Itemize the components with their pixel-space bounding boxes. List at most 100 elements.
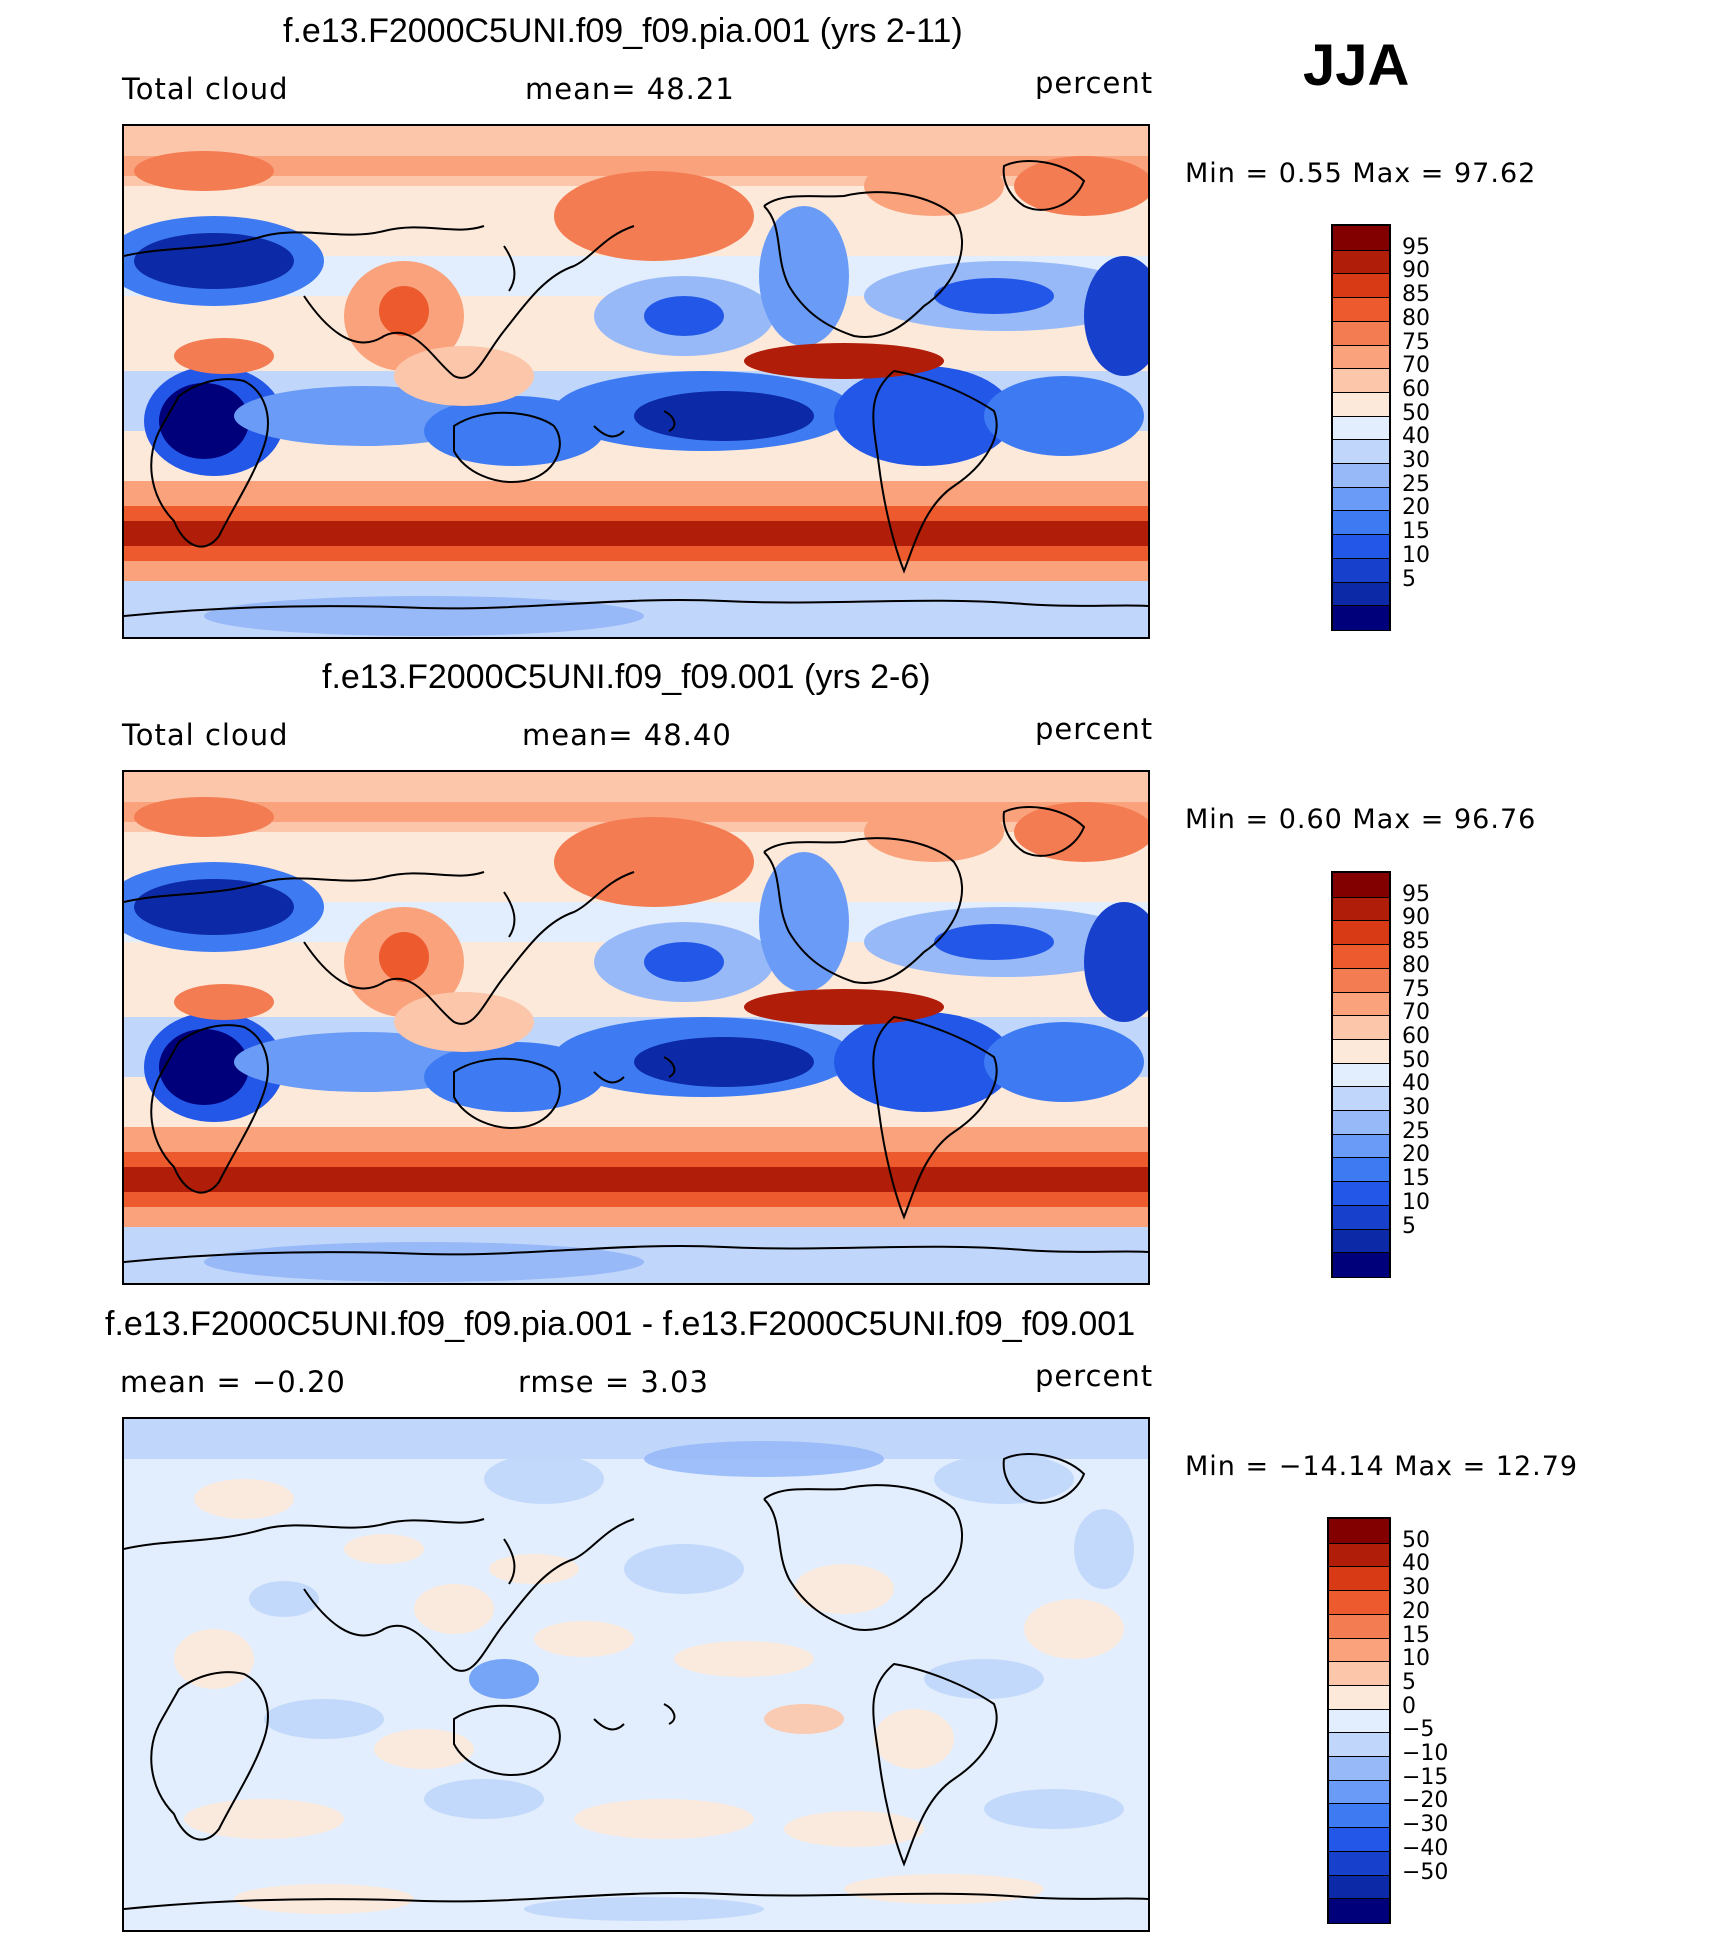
colorbar-tick-label: 20	[1402, 495, 1430, 521]
cloud-region	[134, 151, 274, 191]
cloud-band	[124, 561, 1148, 581]
cloud-region	[924, 1659, 1044, 1699]
colorbar-swatch	[1329, 1779, 1389, 1805]
colorbar-swatch	[1329, 1803, 1389, 1829]
cloud-region	[1024, 1599, 1124, 1659]
colorbar-tick-label: 40	[1402, 1071, 1430, 1097]
colorbar-tick-label: 90	[1402, 258, 1430, 284]
cloud-band	[124, 1127, 1148, 1152]
colorbar-swatch	[1333, 967, 1389, 993]
colorbar-tick-label: 50	[1402, 1527, 1430, 1553]
cloud-region	[624, 1544, 744, 1594]
coastline	[763, 1484, 964, 1631]
colorbar-swatch	[1333, 273, 1389, 299]
cloud-region	[204, 596, 644, 636]
cloud-region	[134, 879, 294, 935]
coastline	[872, 1662, 998, 1867]
colorbar-tick-label: 70	[1402, 1000, 1430, 1026]
cloud-region	[634, 1037, 814, 1087]
colorbar-tick-label: 60	[1402, 376, 1430, 402]
colorbar-swatch	[1329, 1732, 1389, 1758]
colorbar-tick-label: 50	[1402, 1047, 1430, 1073]
cloud-region	[874, 1709, 954, 1769]
colorbar-swatch	[1333, 415, 1389, 441]
cloud-region	[414, 1584, 494, 1634]
cloud-region	[534, 1621, 634, 1657]
colorbar-swatch	[1333, 920, 1389, 946]
cloud-region	[249, 1581, 319, 1617]
coastline	[593, 1071, 625, 1084]
coastline	[124, 871, 485, 903]
colorbar-swatch	[1329, 1874, 1389, 1900]
colorbar-swatch	[1333, 486, 1389, 512]
panel-1-colorbar	[1331, 224, 1391, 631]
panel-1-units-label: percent	[1035, 66, 1154, 100]
cloud-region	[344, 1534, 424, 1564]
colorbar-swatch	[1333, 1015, 1389, 1040]
cloud-region	[174, 1629, 254, 1689]
cloud-region	[489, 1554, 579, 1584]
panel-3-mean-label: mean = −0.20	[120, 1365, 346, 1399]
colorbar-swatch	[1333, 344, 1389, 370]
coastline	[503, 245, 516, 292]
cloud-band	[124, 481, 1148, 506]
colorbar-swatch	[1329, 1827, 1389, 1852]
colorbar-swatch	[1333, 1228, 1389, 1254]
colorbar-swatch	[1333, 1204, 1389, 1230]
cloud-region	[554, 817, 754, 907]
panel-2-mean-label: mean= 48.40	[522, 718, 732, 752]
colorbar-tick-label: 5	[1402, 1213, 1416, 1239]
colorbar-tick-label: 30	[1402, 1095, 1430, 1121]
season-label: JJA	[1303, 33, 1410, 98]
cloud-region	[759, 852, 849, 992]
colorbar-tick-label: 5	[1402, 1669, 1416, 1695]
colorbar-swatch	[1329, 1590, 1389, 1615]
panel-3-map	[122, 1417, 1150, 1932]
colorbar-swatch	[1333, 463, 1389, 488]
colorbar-tick-label: −50	[1402, 1859, 1449, 1885]
colorbar-swatch	[1333, 873, 1389, 898]
coastline	[663, 1056, 676, 1078]
cloud-region	[844, 1874, 1044, 1904]
panel-3-title: f.e13.F2000C5UNI.f09_f09.pia.001 - f.e13…	[105, 1305, 1136, 1343]
colorbar-tick-label: 75	[1402, 329, 1430, 355]
cloud-region	[484, 1454, 604, 1504]
colorbar-swatch	[1329, 1898, 1389, 1923]
cloud-band	[124, 1419, 1148, 1459]
colorbar-swatch	[1333, 510, 1389, 536]
coastline	[303, 871, 635, 1025]
coastline	[763, 837, 964, 984]
colorbar-swatch	[1333, 297, 1389, 322]
cloud-band	[124, 1167, 1148, 1192]
coastline	[150, 378, 269, 548]
panel-3-rmse-label: rmse = 3.03	[518, 1365, 709, 1399]
cloud-region	[159, 383, 249, 459]
colorbar-tick-label: 60	[1402, 1023, 1430, 1049]
colorbar-swatch	[1329, 1519, 1389, 1544]
coastline	[124, 1518, 485, 1550]
panel-1-variable-label: Total cloud	[122, 72, 289, 106]
cloud-region	[984, 1022, 1144, 1102]
cloud-region	[174, 984, 274, 1020]
cloud-region	[379, 286, 429, 336]
cloud-region	[204, 1242, 644, 1282]
cloud-region	[374, 1729, 474, 1769]
coastline	[1002, 160, 1086, 211]
colorbar-swatch	[1333, 991, 1389, 1017]
colorbar-swatch	[1329, 1684, 1389, 1710]
coastline	[1002, 1453, 1086, 1504]
cloud-region	[394, 992, 534, 1052]
cloud-region	[864, 156, 1004, 216]
cloud-region	[194, 1479, 294, 1519]
panel-1-title: f.e13.F2000C5UNI.f09_f09.pia.001 (yrs 2-…	[283, 12, 963, 50]
colorbar-swatch	[1329, 1542, 1389, 1568]
coastline	[150, 1671, 269, 1841]
colorbar-tick-label: 75	[1402, 976, 1430, 1002]
colorbar-swatch	[1333, 226, 1389, 251]
colorbar-swatch	[1333, 1110, 1389, 1135]
colorbar-swatch	[1333, 1133, 1389, 1159]
cloud-region	[424, 1779, 544, 1819]
colorbar-swatch	[1333, 249, 1389, 275]
coastline	[593, 1718, 625, 1731]
cloud-region	[134, 233, 294, 289]
